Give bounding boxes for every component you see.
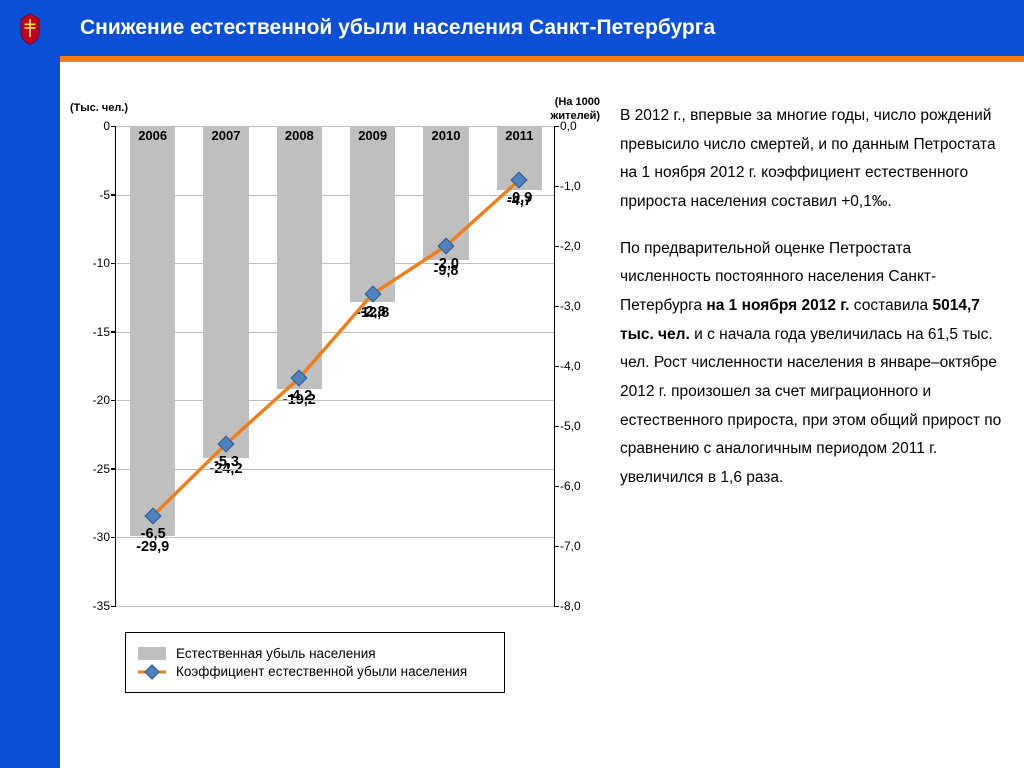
p2-c: составила [849,297,932,314]
grid-line [116,400,554,401]
paragraph-2: По предварительной оценке Петростата чис… [620,235,1004,493]
crest-icon [12,10,48,46]
bar-year-label: 2010 [423,128,468,143]
grid-line [116,606,554,607]
legend: Естественная убыль населения Коэффициент… [125,632,505,693]
y-tick-mark [554,306,559,308]
line-value-label: -0,9 [507,190,532,206]
bar-year-label: 2009 [350,128,395,143]
legend-bar-label: Естественная убыль населения [176,646,376,661]
left-stripe [0,0,60,768]
grid-line [116,332,554,333]
content-area: (Тыс. чел.) (На 1000 жителей) 0-5-10-15-… [60,62,1024,768]
legend-bar-swatch [138,647,166,660]
y-tick-mark [554,366,559,368]
chart-container: (Тыс. чел.) (На 1000 жителей) 0-5-10-15-… [70,102,600,722]
y-tick-mark [554,486,559,488]
right-axis-label-l1: (На 1000 [555,96,600,108]
bar: 2009-12,8 [350,126,395,302]
p1-text: В 2012 г., впервые за многие годы, число… [620,107,996,210]
slide-title: Снижение естественной убыли населения Са… [80,16,715,40]
y-tick-mark [554,246,559,248]
y-tick-mark [554,426,559,428]
grid-line [116,195,554,196]
line-value-label: -2,8 [361,304,386,320]
legend-item-line: Коэффициент естественной убыли населения [138,664,492,679]
title-bar: Снижение естественной убыли населения Са… [60,0,1024,56]
line-value-label: -5,3 [214,454,239,470]
legend-line-label: Коэффициент естественной убыли населения [176,664,467,679]
bar-year-label: 2008 [277,128,322,143]
grid-line [116,263,554,264]
grid-line [116,537,554,538]
line-value-label: -4,2 [287,388,312,404]
y-tick-mark [554,126,559,128]
bar-year-label: 2007 [203,128,248,143]
line-value-label: -2,0 [434,256,459,272]
left-axis-label: (Тыс. чел.) [70,102,128,114]
bar-year-label: 2006 [130,128,175,143]
bar: 2007-24,2 [203,126,248,458]
bar-year-label: 2011 [497,128,542,143]
y-tick-mark [554,546,559,548]
bar: 2008-19,2 [277,126,322,389]
legend-line-swatch [138,665,166,679]
y-tick-mark [554,606,559,608]
body-text: В 2012 г., впервые за многие годы, число… [620,102,1004,511]
p2-b: на 1 ноября 2012 г. [706,297,849,314]
y-tick-mark [554,186,559,188]
plot-area: 0-5-10-15-20-25-30-350,0-1,0-2,0-3,0-4,0… [115,126,555,606]
slide-frame: Снижение естественной убыли населения Са… [0,0,1024,768]
p2-e: и с начала года увеличилась на 61,5 тыс.… [620,326,1001,486]
grid-line [116,126,554,127]
legend-item-bar: Естественная убыль населения [138,646,492,661]
line-value-label: -6,5 [141,526,166,542]
grid-line [116,469,554,470]
paragraph-1: В 2012 г., впервые за многие годы, число… [620,102,1004,217]
